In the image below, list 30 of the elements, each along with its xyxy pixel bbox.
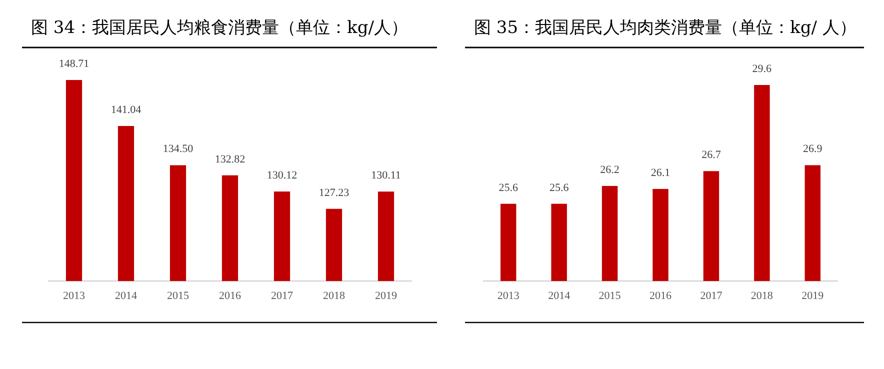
data-label: 26.9 [803, 143, 823, 156]
x-tick-label: 2016 [650, 290, 672, 302]
x-tick-label: 2019 [375, 290, 398, 302]
x-tick-label: 2015 [167, 290, 190, 302]
data-label: 26.2 [600, 164, 620, 176]
data-label: 25.6 [498, 182, 518, 194]
chart-title: 图 34：我国居民人均粮食消费量（单位：kg/人） [31, 18, 408, 38]
data-label: 141.04 [110, 104, 142, 116]
x-tick-label: 2014 [115, 290, 138, 302]
data-label: 26.7 [702, 149, 722, 162]
data-label: 132.82 [214, 153, 246, 166]
chart-title: 图 35：我国居民人均肉类消费量（单位：kg/ 人） [474, 18, 856, 38]
data-label: 130.11 [371, 170, 401, 182]
x-tick-label: 2013 [497, 290, 520, 302]
data-label: 26.1 [650, 166, 670, 179]
x-tick-label: 2019 [802, 290, 824, 302]
data-label: 148.71 [58, 58, 90, 70]
data-label: 29.6 [752, 63, 772, 75]
x-tick-label: 2018 [323, 290, 346, 302]
x-tick-label: 2014 [548, 290, 571, 302]
data-label: 25.6 [549, 182, 570, 194]
x-tick-label: 2018 [750, 290, 774, 302]
data-label: 130.12 [266, 170, 298, 182]
x-tick-label: 2017 [271, 290, 294, 302]
data-label: 127.23 [318, 186, 350, 199]
x-tick-label: 2016 [219, 290, 242, 302]
x-tick-label: 2015 [598, 290, 622, 302]
x-tick-label: 2013 [63, 290, 86, 302]
x-tick-label: 2017 [700, 290, 723, 302]
data-label: 134.50 [162, 143, 194, 156]
